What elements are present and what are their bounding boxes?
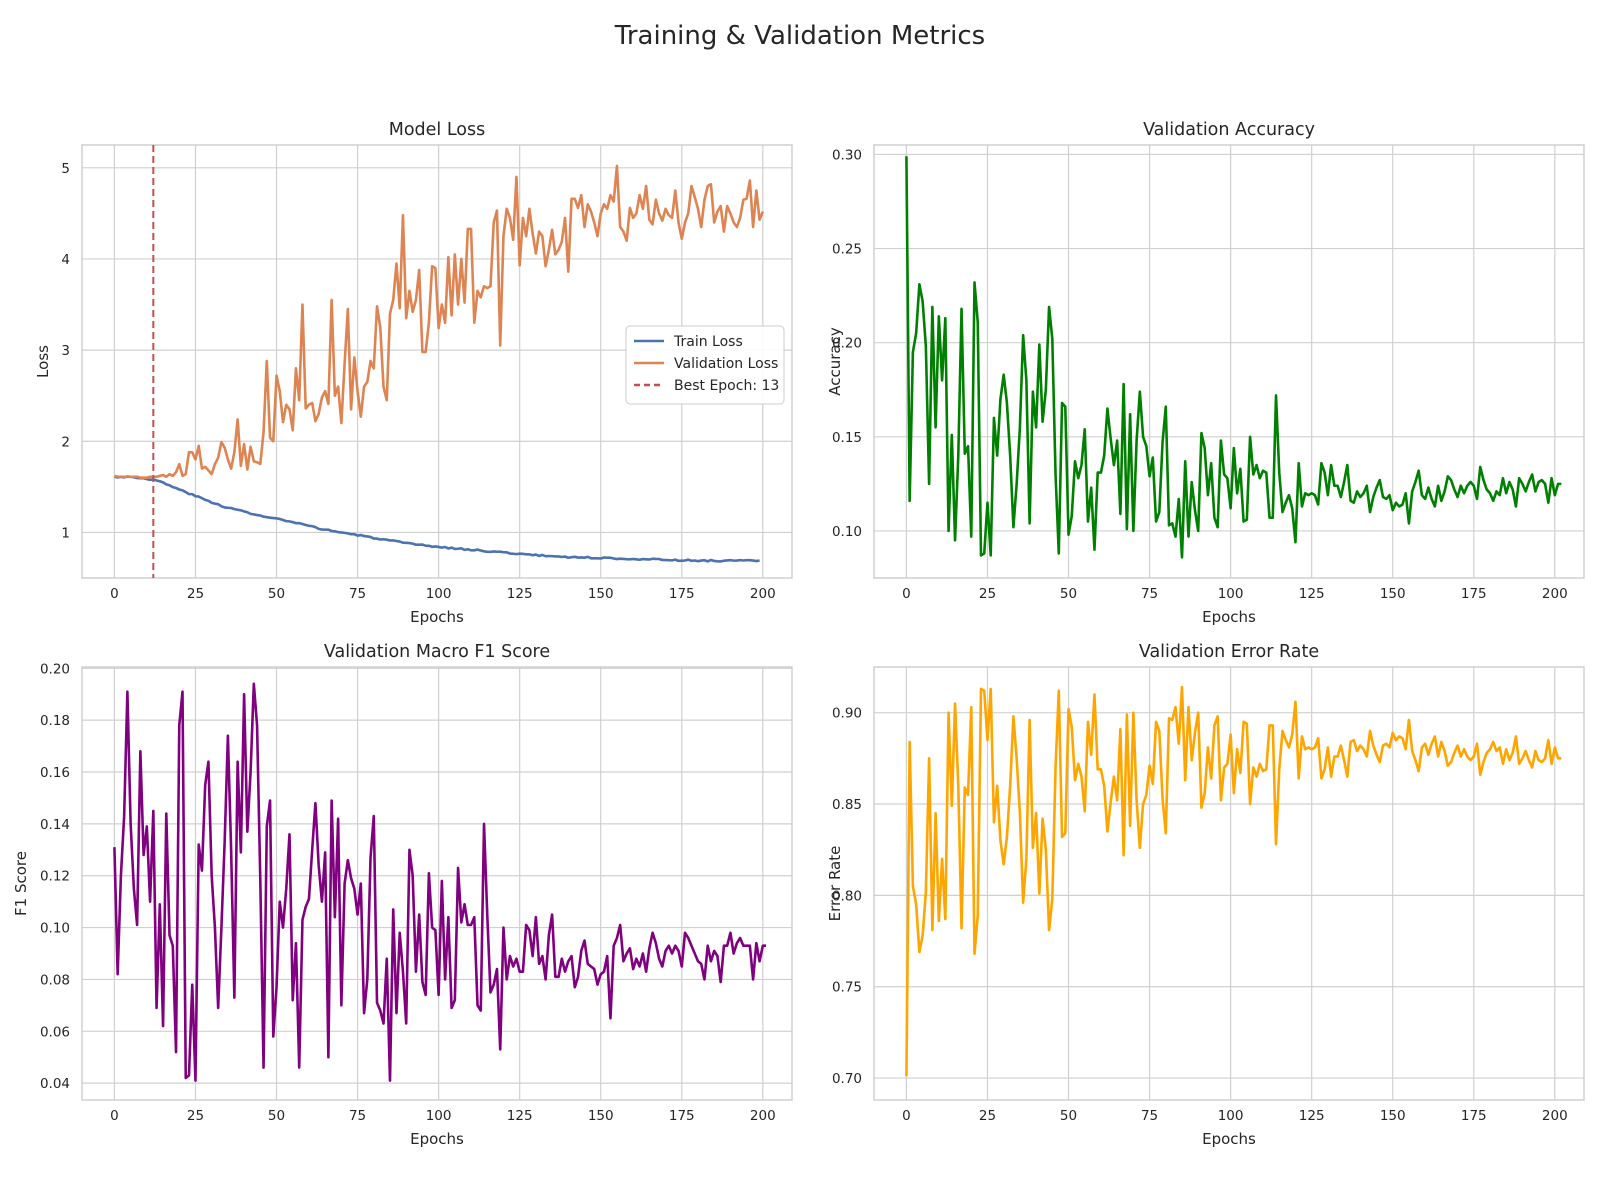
x-tick-label: 50	[268, 586, 285, 602]
x-tick-label: 0	[110, 586, 119, 602]
loss-x-axis-label: Epochs	[410, 608, 464, 626]
x-tick-label: 25	[979, 1108, 996, 1124]
loss-grid	[82, 145, 792, 578]
loss-title: Model Loss	[389, 120, 486, 140]
error-panel: 0 25 50 75 100 125 150 175 200 0.70 0.75 0.80 0.85 0.…	[826, 642, 1585, 1148]
x-tick-label: 75	[1141, 1108, 1158, 1124]
y-tick-label: 0.04	[40, 1076, 70, 1092]
y-tick-label: 3	[61, 343, 70, 359]
error-y-axis-label: Error Rate	[826, 846, 844, 922]
accuracy-series-line-0	[905, 156, 1562, 559]
accuracy-axes-frame	[873, 144, 1585, 579]
y-tick-label: 4	[61, 252, 70, 268]
x-tick-label: 100	[1218, 586, 1244, 602]
f1-panel: 0 25 50 75 100 125 150 175 200 0.04 0.06 0.08 0.10 0.…	[12, 642, 793, 1148]
loss-axes-frame	[81, 144, 793, 579]
x-tick-label: 100	[426, 1108, 452, 1124]
y-tick-label: 0.30	[832, 147, 862, 163]
x-tick-label: 0	[110, 1108, 119, 1124]
x-tick-label: 150	[588, 586, 614, 602]
x-tick-label: 125	[507, 1108, 533, 1124]
y-tick-label: 0.06	[40, 1024, 70, 1040]
legend-label: Validation Loss	[674, 356, 778, 372]
x-tick-label: 175	[669, 586, 695, 602]
loss-series-line-0	[114, 475, 760, 563]
x-tick-label: 75	[349, 1108, 366, 1124]
x-tick-label: 175	[1461, 1108, 1487, 1124]
y-tick-label: 0.75	[832, 980, 862, 996]
y-tick-label: 0.90	[832, 706, 862, 722]
f1-series-line-0	[113, 682, 767, 1082]
x-tick-label: 75	[349, 586, 366, 602]
legend-label: Best Epoch: 13	[674, 378, 779, 394]
y-tick-label: 0.15	[832, 430, 862, 446]
f1-axes-frame	[81, 666, 793, 1101]
accuracy-panel: 0 25 50 75 100 125 150 175 200 0.10 0.15 0.20 0.25 0.…	[826, 120, 1585, 626]
y-tick-label: 0.25	[832, 242, 862, 258]
x-tick-label: 50	[268, 1108, 285, 1124]
x-tick-label: 50	[1060, 1108, 1077, 1124]
accuracy-x-axis-label: Epochs	[1202, 608, 1256, 626]
x-tick-label: 25	[187, 586, 204, 602]
x-tick-label: 0	[902, 586, 911, 602]
x-tick-label: 200	[1542, 586, 1568, 602]
x-tick-label: 0	[902, 1108, 911, 1124]
x-tick-label: 200	[1542, 1108, 1568, 1124]
y-tick-label: 2	[61, 434, 70, 450]
x-tick-label: 25	[979, 586, 996, 602]
f1-grid	[82, 667, 792, 1100]
x-tick-label: 125	[1299, 586, 1325, 602]
f1-y-axis-label: F1 Score	[12, 851, 30, 916]
y-tick-label: 0.16	[40, 765, 70, 781]
accuracy-y-axis-label: Accuracy	[826, 327, 844, 396]
loss-series-line-1	[114, 164, 765, 480]
y-tick-label: 0.85	[832, 797, 862, 813]
y-tick-label: 0.10	[832, 524, 862, 540]
f1-x-axis-label: Epochs	[410, 1130, 464, 1148]
loss-legend: Train Loss Validation Loss Best Epoch: 13	[625, 325, 785, 405]
y-tick-label: 0.20	[40, 661, 70, 677]
y-tick-label: 0.20	[832, 336, 862, 352]
y-tick-label: 0.70	[832, 1071, 862, 1087]
x-tick-label: 150	[1380, 1108, 1406, 1124]
y-tick-label: 5	[61, 161, 70, 177]
error-series-line-0	[905, 685, 1562, 1077]
x-tick-label: 200	[750, 1108, 776, 1124]
x-tick-label: 50	[1060, 586, 1077, 602]
x-tick-label: 150	[1380, 586, 1406, 602]
loss-y-axis-label: Loss	[34, 345, 52, 378]
y-tick-label: 0.10	[40, 921, 70, 937]
x-tick-label: 25	[187, 1108, 204, 1124]
y-tick-label: 0.14	[40, 817, 70, 833]
x-tick-label: 125	[507, 586, 533, 602]
figure-title: Training & Validation Metrics	[614, 21, 985, 51]
loss-panel: 0 25 50 75 100 125 150 175 200 1 2 3 4 5 Model Loss Epo…	[34, 120, 793, 626]
x-tick-label: 150	[588, 1108, 614, 1124]
y-tick-label: 0.12	[40, 869, 70, 885]
x-tick-label: 100	[1218, 1108, 1244, 1124]
error-axes-frame	[873, 666, 1585, 1101]
x-tick-label: 175	[669, 1108, 695, 1124]
x-tick-label: 75	[1141, 586, 1158, 602]
legend-box	[625, 325, 785, 405]
x-tick-label: 175	[1461, 586, 1487, 602]
x-tick-label: 100	[426, 586, 452, 602]
error-title: Validation Error Rate	[1139, 642, 1319, 662]
y-tick-label: 0.18	[40, 713, 70, 729]
y-tick-label: 1	[61, 525, 70, 541]
y-tick-label: 0.80	[832, 888, 862, 904]
accuracy-title: Validation Accuracy	[1143, 120, 1315, 140]
legend-label: Train Loss	[673, 334, 743, 350]
f1-title: Validation Macro F1 Score	[324, 642, 550, 662]
x-tick-label: 125	[1299, 1108, 1325, 1124]
error-x-axis-label: Epochs	[1202, 1130, 1256, 1148]
y-tick-label: 0.08	[40, 972, 70, 988]
x-tick-label: 200	[750, 586, 776, 602]
